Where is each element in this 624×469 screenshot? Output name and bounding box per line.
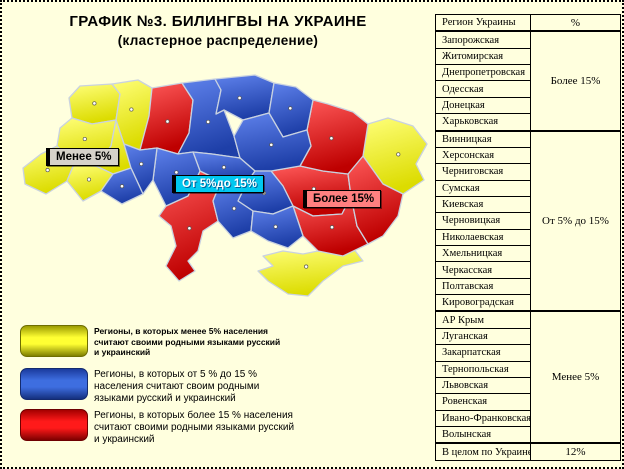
region-row: Донецкая	[435, 96, 621, 115]
table-header-row: Регион Украины %	[435, 14, 621, 33]
chart-title-line1: ГРАФИК №3. БИЛИНГВЫ НА УКРАИНЕ	[69, 13, 367, 30]
map-label-mid: От 5%до 15%	[172, 175, 264, 193]
region-cell: Закарпатская	[435, 344, 531, 362]
region-cell: Николаевская	[435, 228, 531, 247]
legend-row: Регионы, в которых от 5 % до 15 % населе…	[20, 368, 299, 405]
regions-table-body: Регион Украины % Запорожская Более 15% Жит…	[435, 14, 621, 462]
region-center-marker	[304, 264, 309, 269]
region-cell: Черкасская	[435, 261, 531, 279]
total-row: В целом по Украине 12%	[435, 442, 621, 462]
legend-swatch-less5	[20, 325, 88, 357]
region-cell: Одесская	[435, 80, 531, 98]
region-center-marker	[174, 170, 179, 175]
region-cell: Сумская	[435, 179, 531, 197]
region-cell: Ровенская	[435, 393, 531, 411]
legend-row: Регионы, в которых более 15 % населения …	[20, 409, 299, 446]
legend-label: Регионы, в которых более 15 % населения …	[94, 410, 295, 445]
region-cell: Житомирская	[435, 47, 531, 66]
region-cell: Луганская	[435, 327, 531, 346]
legend-row: Регионы, в которых менее 5% населения сч…	[20, 325, 284, 358]
region-center-marker	[269, 142, 274, 147]
legend-swatch-mid	[20, 368, 88, 400]
region-cell: Черниговская	[435, 163, 531, 181]
region-center-marker	[396, 152, 401, 157]
regions-table: Регион Украины % Запорожская Более 15% Жит…	[435, 14, 621, 462]
legend-label: Регионы, в которых от 5 % до 15 % населе…	[94, 369, 260, 404]
region-cell: Ивано-Франковская	[435, 409, 531, 427]
percent-group-cell: От 5% до 15%	[530, 129, 621, 312]
region-cell: Херсонская	[435, 146, 531, 165]
region-center-marker	[139, 161, 144, 167]
region-row: Запорожская Более 15%	[435, 30, 621, 132]
map-label-less5: Менее 5%	[46, 148, 119, 166]
region-cell: Полтавская	[435, 277, 531, 296]
region-cell: Кировоградская	[435, 294, 531, 312]
legend-swatch-more15	[20, 409, 88, 441]
header-percent-cell: %	[530, 14, 621, 33]
region-row: Винницкая От 5% до 15%	[435, 129, 621, 312]
map-region-poltava	[233, 112, 312, 172]
region-center-marker	[237, 95, 242, 101]
region-center-marker	[329, 225, 335, 230]
region-cell: Хмельницкая	[435, 244, 531, 263]
region-center-marker	[129, 107, 134, 112]
region-center-marker	[288, 106, 293, 111]
header-region-cell: Регион Украины	[435, 14, 531, 33]
map-region-crimea	[257, 247, 364, 297]
region-center-marker	[329, 136, 334, 141]
region-cell: Харьковская	[435, 113, 531, 132]
region-cell: Винницкая	[435, 129, 531, 148]
region-center-marker	[221, 165, 226, 170]
region-center-marker	[206, 119, 211, 124]
legend-label: Регионы, в которых менее 5% населения сч…	[94, 326, 281, 357]
region-cell: Черновицкая	[435, 212, 531, 230]
percent-group-cell: Менее 5%	[530, 310, 621, 444]
region-cell: Днепропетровская	[435, 64, 531, 82]
region-row: АР Крым Менее 5%	[435, 310, 621, 444]
region-cell: Львовская	[435, 376, 531, 395]
region-center-marker	[187, 226, 192, 231]
region-center-marker	[82, 136, 87, 142]
percent-group-cell: Более 15%	[530, 30, 621, 132]
region-center-marker	[232, 206, 237, 211]
region-center-marker	[45, 168, 50, 173]
chart-title: ГРАФИК №3. БИЛИНГВЫ НА УКРАИНЕ (кластерн…	[2, 13, 434, 48]
total-value-cell: 12%	[530, 442, 621, 462]
region-cell: АР Крым	[435, 310, 531, 329]
chart-title-line2: (кластерное распределение)	[117, 33, 319, 48]
total-label-cell: В целом по Украине	[435, 442, 531, 462]
region-center-marker	[119, 184, 125, 189]
region-center-marker	[165, 119, 170, 124]
region-center-marker	[92, 101, 97, 106]
region-center-marker	[273, 224, 278, 229]
region-center-marker	[86, 177, 92, 182]
region-row: Ивано-Франковская	[435, 409, 621, 427]
region-cell: Запорожская	[435, 30, 531, 49]
region-row: Полтавская	[435, 277, 621, 296]
region-cell: Волынская	[435, 425, 531, 444]
region-cell: Тернопольская	[435, 360, 531, 378]
region-cell: Донецкая	[435, 96, 531, 115]
map-label-more15: Более 15%	[303, 190, 382, 208]
region-cell: Киевская	[435, 195, 531, 214]
